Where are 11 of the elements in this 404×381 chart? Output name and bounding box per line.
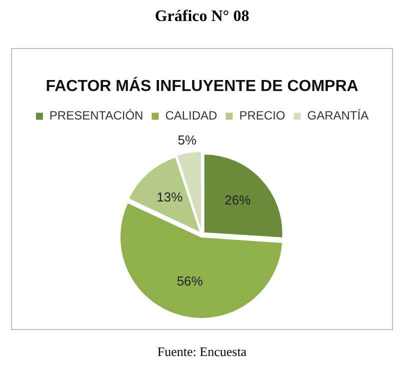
legend-label: CALIDAD bbox=[165, 108, 218, 123]
chart-subtitle: FACTOR MÁS INFLUYENTE DE COMPRA bbox=[46, 76, 359, 96]
data-label: 5% bbox=[178, 132, 198, 148]
data-label: 26% bbox=[224, 192, 252, 208]
legend-label: GARANTÍA bbox=[307, 108, 369, 123]
source-note: Fuente: Encuesta bbox=[156, 344, 248, 360]
chart-title: Gráfico N° 08 bbox=[154, 8, 250, 27]
legend-label: PRECIO bbox=[239, 108, 286, 123]
data-label: 13% bbox=[156, 189, 184, 204]
legend-label: PRESENTACIÓN bbox=[49, 108, 144, 123]
data-label: 56% bbox=[176, 274, 204, 289]
